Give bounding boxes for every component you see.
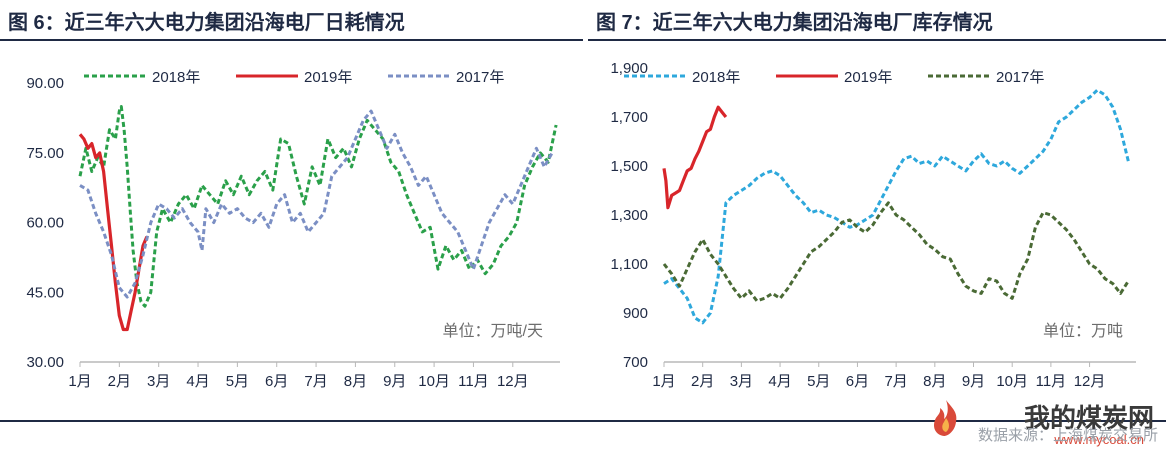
legend-label: 2018年 (152, 69, 200, 86)
y-tick-label: 1,900 (610, 60, 648, 77)
x-tick-label: 8月 (344, 373, 367, 390)
source-note: 数据来源：上海煤炭交易所 (977, 427, 1158, 444)
x-tick-label: 5月 (807, 373, 830, 390)
x-tick-label: 7月 (304, 373, 327, 390)
x-tick-label: 9月 (383, 373, 406, 390)
x-tick-label: 7月 (884, 373, 907, 390)
y-tick-label: 1,500 (610, 158, 648, 175)
flame-logo-icon (934, 400, 957, 436)
x-tick-label: 4月 (768, 373, 791, 390)
legend-label: 2019年 (844, 69, 892, 86)
x-tick-label: 2月 (691, 373, 714, 390)
figure-title: 图 7：近三年六大电力集团沿海电厂库存情况 (596, 12, 993, 34)
x-tick-label: 9月 (962, 373, 985, 390)
watermark-brand: 我的煤炭网 (1023, 403, 1154, 433)
x-tick-label: 11月 (1036, 373, 1067, 390)
x-tick-label: 2月 (108, 373, 131, 390)
chart-panel-daily-consumption: 图 6：近三年六大电力集团沿海电厂日耗情况 30.00 45.00 60.00 75.… (0, 0, 583, 420)
watermark-url: www.mycoal.cn (1054, 432, 1144, 447)
x-tick-label: 10月 (418, 373, 450, 390)
x-tick-label: 10月 (996, 373, 1028, 390)
title-divider (0, 39, 583, 41)
line-chart-daily-consumption: 30.00 45.00 60.00 75.00 90.00 1月 2月 3月 4月 5月 6月 7月 8… (26, 69, 560, 390)
series-line-2019年 (662, 105, 728, 210)
x-tick-label: 6月 (265, 373, 288, 390)
legend-label: 2018年 (692, 69, 740, 86)
series-line-2017年 (79, 109, 554, 299)
x-tick-label: 12月 (497, 373, 529, 390)
series-line-2017年 (662, 201, 1130, 303)
x-tick-label: 6月 (846, 373, 869, 390)
x-tick-label: 3月 (730, 373, 753, 390)
series-line-2018年 (663, 88, 1130, 325)
unit-label: 单位：万吨 (1043, 322, 1123, 340)
x-tick-label: 3月 (147, 373, 170, 390)
x-tick-label: 1月 (652, 373, 675, 390)
series-line-2019年 (78, 133, 149, 332)
y-tick-label: 30.00 (26, 354, 64, 371)
y-tick-label: 75.00 (26, 145, 64, 162)
x-tick-label: 4月 (186, 373, 209, 390)
legend-label: 2019年 (304, 69, 352, 86)
y-tick-label: 60.00 (26, 215, 64, 232)
bottom-divider (0, 420, 1166, 422)
chart-panel-inventory: 图 7：近三年六大电力集团沿海电厂库存情况 700 900 1,100 1,300 1,… (588, 0, 1166, 420)
x-tick-label: 1月 (68, 373, 91, 390)
y-tick-label: 700 (623, 354, 648, 371)
y-tick-label: 1,300 (610, 207, 648, 224)
y-tick-label: 45.00 (26, 284, 64, 301)
y-tick-label: 90.00 (26, 75, 64, 92)
y-tick-label: 1,100 (610, 256, 648, 273)
line-chart-inventory: 700 900 1,100 1,300 1,500 1,700 1,900 1月 2月 3月 4月 5… (610, 60, 1136, 390)
series-line-2018年 (78, 105, 558, 308)
legend-label: 2017年 (456, 69, 504, 86)
x-tick-label: 8月 (923, 373, 946, 390)
y-tick-label: 900 (623, 305, 648, 322)
unit-label: 单位：万吨/天 (443, 322, 543, 340)
x-tick-label: 5月 (226, 373, 249, 390)
x-tick-label: 11月 (458, 373, 489, 390)
legend-label: 2017年 (996, 69, 1044, 86)
y-tick-label: 1,700 (610, 109, 648, 126)
title-divider (588, 39, 1166, 41)
figure-title: 图 6：近三年六大电力集团沿海电厂日耗情况 (8, 12, 405, 34)
x-tick-label: 12月 (1074, 373, 1106, 390)
